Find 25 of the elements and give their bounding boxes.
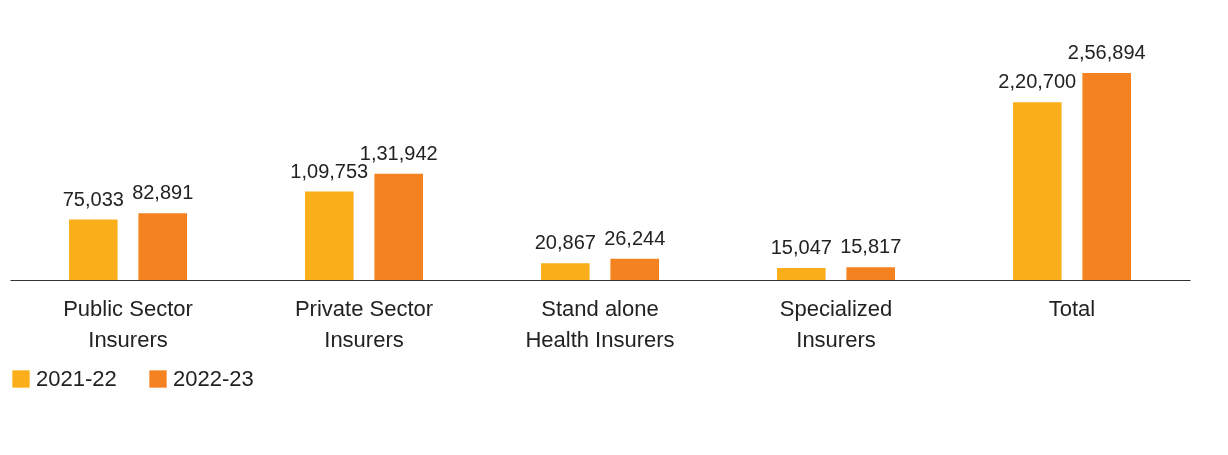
data-label: 26,244 (604, 226, 666, 249)
bar (541, 263, 590, 280)
x-tick-label: Public Sector Insurers (63, 295, 193, 352)
data-label: 20,867 (534, 231, 596, 254)
legend-label: 2022-23 (173, 366, 254, 391)
x-tick-label: Total (1048, 295, 1096, 321)
data-label: 2,20,700 (998, 70, 1077, 93)
x-tick-label: Stand alone Health Insurers (525, 295, 675, 352)
data-label: 75,033 (62, 187, 124, 210)
bar (846, 267, 895, 280)
x-tick-label: Specialized Insurers (779, 295, 893, 352)
bar (305, 191, 354, 280)
data-label: 15,047 (770, 235, 832, 258)
bar (1013, 102, 1062, 280)
bar (138, 213, 187, 280)
data-label: 82,891 (132, 181, 194, 204)
bar (1082, 73, 1131, 280)
bar (777, 267, 826, 280)
data-label: 2,56,894 (1067, 41, 1146, 64)
bar (69, 219, 118, 280)
bar (610, 258, 659, 280)
data-label: 15,817 (840, 235, 902, 258)
legend-label: 2021-22 (36, 366, 117, 391)
bar (374, 173, 423, 280)
x-tick-label: Private Sector Insurers (294, 295, 434, 352)
